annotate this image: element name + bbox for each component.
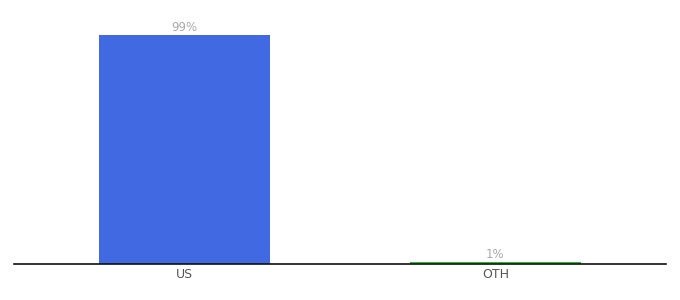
Bar bbox=[410, 262, 581, 264]
Text: 99%: 99% bbox=[171, 21, 198, 34]
Bar bbox=[99, 35, 270, 264]
Text: 1%: 1% bbox=[486, 248, 505, 260]
